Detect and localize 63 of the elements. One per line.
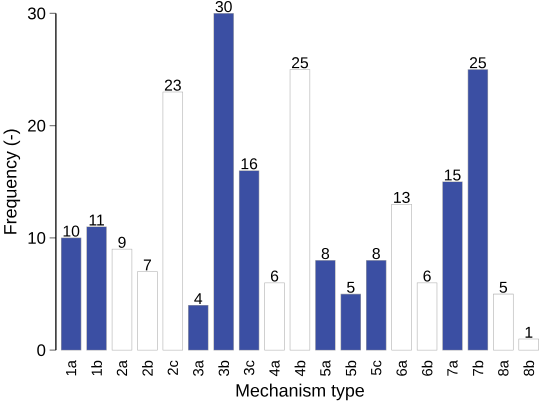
x-tick-label: 4a bbox=[269, 360, 280, 376]
x-tick-label: 5b bbox=[345, 360, 356, 376]
x-tick-label: 5c bbox=[371, 360, 382, 376]
bar bbox=[188, 305, 208, 351]
data-label: 11 bbox=[90, 214, 104, 226]
x-tick-label: 6b bbox=[422, 360, 432, 376]
data-label: 23 bbox=[164, 80, 181, 91]
bar bbox=[162, 92, 184, 351]
bar bbox=[60, 238, 82, 351]
y-axis-title: Frequency (-) bbox=[4, 130, 20, 234]
x-tick-label: 1b bbox=[91, 360, 102, 376]
y-tick-label: 30 bbox=[28, 8, 46, 20]
bar bbox=[137, 271, 158, 351]
x-tick-label: 8b bbox=[523, 360, 534, 376]
x-tick-label: 6a bbox=[396, 360, 407, 376]
x-axis-title: Mechanism type bbox=[236, 384, 364, 400]
bar bbox=[493, 294, 514, 351]
data-label: 5 bbox=[500, 282, 508, 293]
bar bbox=[442, 182, 463, 351]
data-label: 30 bbox=[216, 1, 232, 12]
data-label: 1 bbox=[526, 327, 532, 338]
x-tick-label: 3c bbox=[244, 360, 254, 376]
x-tick-label: 2a bbox=[116, 360, 128, 376]
bar bbox=[366, 260, 386, 351]
y-tick-label: 10 bbox=[28, 232, 46, 244]
data-label: 9 bbox=[118, 236, 126, 248]
data-label: 6 bbox=[423, 270, 431, 282]
x-tick-label: 2c bbox=[168, 360, 178, 376]
data-label: 8 bbox=[322, 248, 330, 260]
data-label: 4 bbox=[194, 293, 202, 304]
y-tick-label: 0 bbox=[37, 344, 46, 356]
data-label: 6 bbox=[270, 270, 278, 282]
bar bbox=[290, 69, 310, 351]
x-tick-label: 5a bbox=[320, 360, 330, 376]
data-label: 8 bbox=[372, 248, 380, 260]
data-label: 13 bbox=[394, 192, 410, 204]
bar bbox=[340, 294, 361, 351]
data-label: 5 bbox=[347, 282, 355, 293]
x-tick-label: 3b bbox=[218, 360, 230, 376]
x-tick-label: 8a bbox=[498, 360, 509, 376]
data-label: 10 bbox=[64, 226, 80, 237]
y-tick-label: 20 bbox=[28, 120, 46, 132]
bar bbox=[86, 226, 107, 351]
x-tick-label: 3a bbox=[193, 360, 204, 376]
bar bbox=[238, 170, 260, 351]
x-tick-label: 1a bbox=[66, 360, 76, 376]
bar bbox=[315, 260, 336, 351]
bar bbox=[214, 13, 234, 351]
x-tick-label: 7b bbox=[472, 360, 484, 376]
data-label: 15 bbox=[444, 170, 461, 181]
data-label: 16 bbox=[242, 158, 258, 170]
data-label: 25 bbox=[470, 57, 486, 68]
x-tick-label: 4b bbox=[294, 360, 306, 376]
bar bbox=[391, 204, 412, 351]
bar bbox=[416, 282, 438, 351]
x-tick-label: 2b bbox=[142, 360, 153, 376]
bar bbox=[112, 249, 132, 351]
bar bbox=[264, 282, 285, 351]
x-tick-label: 7a bbox=[447, 360, 458, 376]
data-label: 7 bbox=[144, 260, 151, 270]
data-label: 25 bbox=[292, 57, 308, 68]
bar bbox=[518, 338, 539, 351]
bar bbox=[468, 69, 488, 351]
